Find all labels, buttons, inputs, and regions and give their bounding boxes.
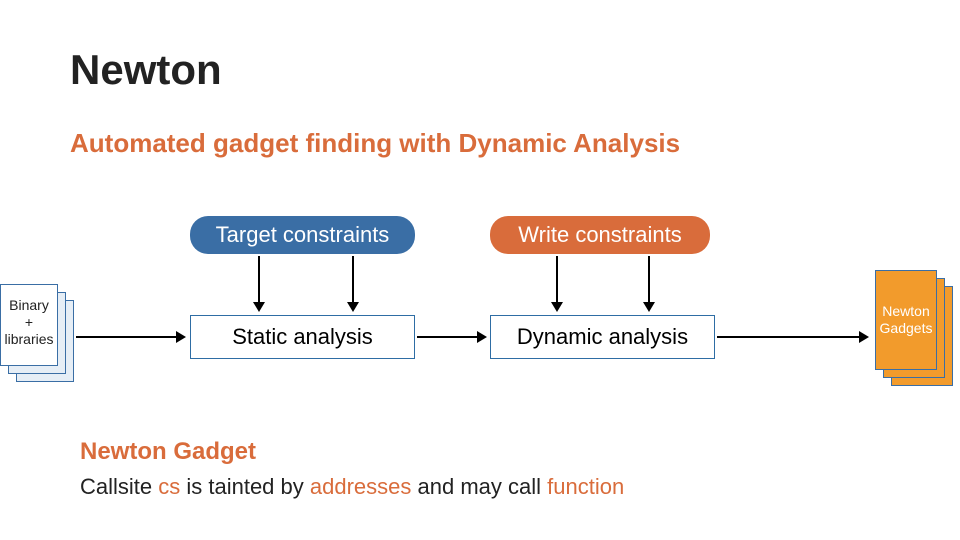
input-stack-front: Binary + libraries: [0, 284, 58, 366]
dynamic-analysis-box: Dynamic analysis: [490, 315, 715, 359]
output-stack-front: Newton Gadgets: [875, 270, 937, 370]
slide: Newton Automated gadget finding with Dyn…: [0, 0, 960, 540]
subtitle: Automated gadget finding with Dynamic An…: [70, 128, 680, 159]
gadget-definition: Newton Gadget Callsite cs is tainted by …: [80, 438, 624, 500]
arrow-right: [417, 336, 485, 338]
subtitle-text: Automated gadget finding with Dynamic An…: [70, 128, 680, 158]
arrow-down: [556, 256, 558, 310]
gadget-def-body: Callsite cs is tainted by addresses and …: [80, 474, 624, 500]
write-constraints-badge: Write constraints: [490, 216, 710, 254]
input-stack: Binary + libraries: [0, 284, 74, 382]
output-stack: Newton Gadgets: [875, 270, 953, 386]
target-constraints-badge: Target constraints: [190, 216, 415, 254]
arrow-right: [717, 336, 867, 338]
arrow-down: [648, 256, 650, 310]
arrow-right: [76, 336, 184, 338]
arrow-down: [258, 256, 260, 310]
output-stack-label: Newton Gadgets: [876, 303, 936, 337]
static-analysis-box: Static analysis: [190, 315, 415, 359]
input-stack-label: Binary + libraries: [1, 297, 57, 347]
gadget-def-title: Newton Gadget: [80, 438, 624, 466]
page-title: Newton: [70, 46, 222, 94]
arrow-down: [352, 256, 354, 310]
